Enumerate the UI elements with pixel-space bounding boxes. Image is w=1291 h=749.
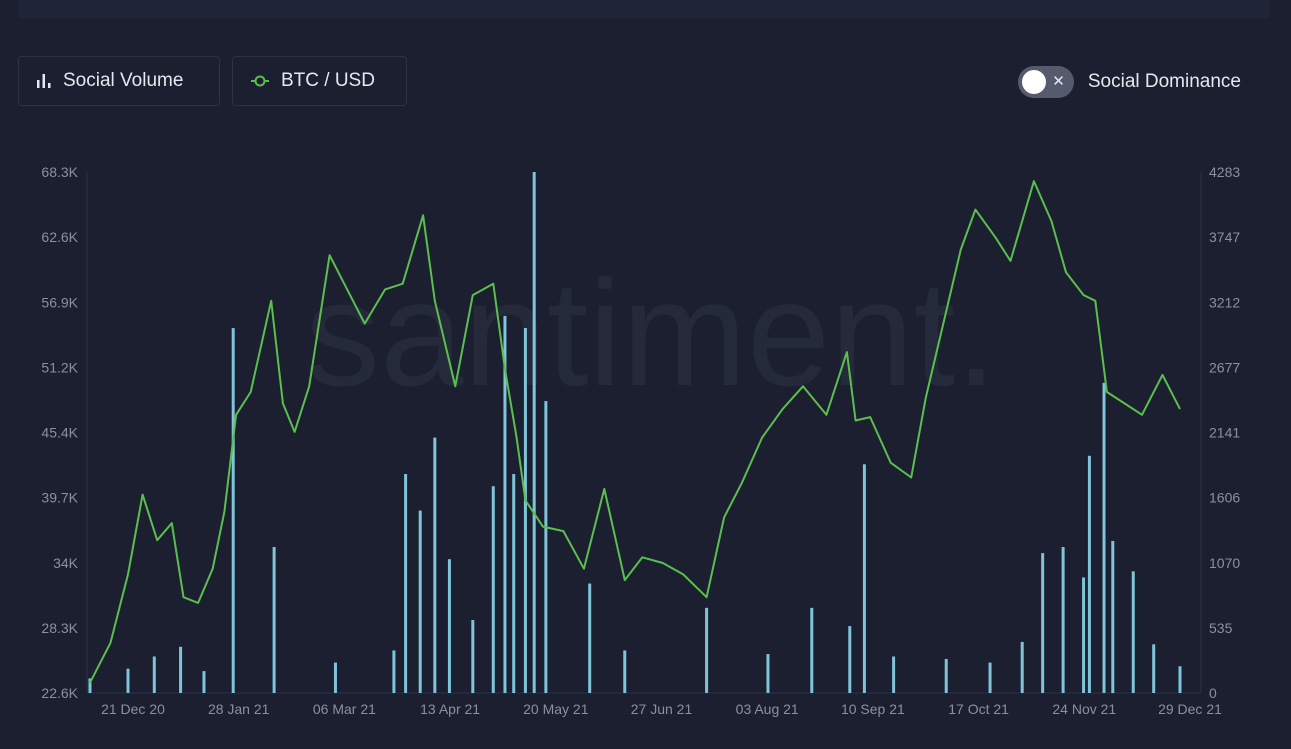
right-tick-label: 2677 xyxy=(1209,359,1240,375)
volume-bar xyxy=(1082,577,1086,693)
close-icon: ✕ xyxy=(1052,73,1065,90)
volume-bar xyxy=(126,668,130,693)
volume-bar xyxy=(1020,641,1024,693)
volume-bar xyxy=(1087,455,1091,693)
x-tick-label: 29 Dec 21 xyxy=(1158,701,1222,717)
toggle-knob xyxy=(1021,70,1046,94)
volume-bar xyxy=(1178,666,1182,693)
volume-bar xyxy=(848,626,852,693)
volume-bar xyxy=(862,464,866,693)
right-tick-label: 1606 xyxy=(1209,490,1240,506)
line-series-icon xyxy=(251,75,269,87)
volume-bar xyxy=(471,620,475,693)
volume-bar xyxy=(88,678,92,693)
right-tick-label: 4283 xyxy=(1209,164,1240,180)
volume-bar xyxy=(523,328,527,693)
volume-bar xyxy=(231,328,235,693)
x-tick-label: 28 Jan 21 xyxy=(208,701,270,717)
volume-bar xyxy=(544,401,548,693)
volume-bar xyxy=(404,474,408,693)
left-tick-label: 45.4K xyxy=(41,425,78,441)
volume-bar xyxy=(491,486,495,693)
right-tick-label: 535 xyxy=(1209,620,1233,636)
left-tick-label: 28.3K xyxy=(41,620,78,636)
volume-bar xyxy=(433,437,437,693)
x-tick-label: 20 May 21 xyxy=(523,701,589,717)
right-axis-ticks: 4283 3747 3212 2677 2141 1606 1070 535 0 xyxy=(1209,164,1240,701)
volume-bar xyxy=(333,662,337,693)
volume-bar xyxy=(588,583,592,693)
volume-bar xyxy=(532,172,536,693)
right-tick-label: 3747 xyxy=(1209,229,1240,245)
volume-bar xyxy=(179,646,183,693)
volume-bar xyxy=(1152,644,1156,693)
x-tick-label: 10 Sep 21 xyxy=(841,701,905,717)
x-tick-label: 24 Nov 21 xyxy=(1052,701,1116,717)
btc-price-series xyxy=(89,180,1181,684)
left-tick-label: 62.6K xyxy=(41,229,78,245)
top-panel-edge xyxy=(18,0,1270,18)
volume-bar xyxy=(1131,571,1135,693)
right-tick-label: 3212 xyxy=(1209,294,1240,310)
social-dominance-label: Social Dominance xyxy=(1087,71,1241,92)
volume-bar xyxy=(944,658,948,693)
volume-bar xyxy=(810,607,814,693)
btc-price-line xyxy=(89,180,1181,684)
left-tick-label: 51.2K xyxy=(41,359,78,375)
volume-bar xyxy=(705,607,709,693)
volume-bar xyxy=(503,315,507,693)
left-tick-label: 39.7K xyxy=(41,490,78,506)
volume-bar xyxy=(447,559,451,693)
volume-bar xyxy=(623,650,627,693)
volume-bar xyxy=(1061,547,1065,693)
volume-bar xyxy=(418,510,422,693)
left-tick-label: 56.9K xyxy=(41,294,78,310)
x-tick-label: 21 Dec 20 xyxy=(101,701,165,717)
social-dominance-toggle[interactable]: ✕ xyxy=(1017,66,1074,98)
volume-bar xyxy=(1111,540,1115,693)
x-axis-ticks: 21 Dec 20 28 Jan 21 06 Mar 21 13 Apr 21 20 M… xyxy=(101,701,1222,717)
volume-bar xyxy=(988,662,992,693)
social-dominance-control: ✕ Social Dominance xyxy=(1017,66,1241,98)
x-tick-label: 03 Aug 21 xyxy=(736,701,799,717)
volume-bar xyxy=(202,671,206,693)
x-tick-label: 17 Oct 21 xyxy=(948,701,1009,717)
volume-bar xyxy=(392,650,396,693)
btc-usd-button[interactable]: BTC / USD xyxy=(232,56,407,106)
btc-usd-label: BTC / USD xyxy=(281,70,375,91)
left-axis-ticks: 68.3K 62.6K 56.9K 51.2K 45.4K 39.7K 34K 28.3K 22… xyxy=(41,164,78,701)
right-tick-label: 0 xyxy=(1209,685,1217,701)
social-volume-label: Social Volume xyxy=(63,70,184,91)
volume-bar xyxy=(512,474,516,693)
volume-bar xyxy=(892,656,896,693)
volume-bar xyxy=(152,656,156,693)
right-tick-label: 2141 xyxy=(1209,425,1240,441)
volume-bar xyxy=(1041,553,1045,693)
x-tick-label: 13 Apr 21 xyxy=(420,701,480,717)
volume-bar xyxy=(1102,382,1106,693)
bar-chart-icon xyxy=(37,74,51,88)
x-tick-label: 27 Jun 21 xyxy=(631,701,693,717)
volume-bar xyxy=(766,654,770,693)
left-tick-label: 34K xyxy=(53,555,79,571)
left-tick-label: 68.3K xyxy=(41,164,78,180)
social-volume-bars xyxy=(88,172,1182,693)
right-tick-label: 1070 xyxy=(1209,555,1240,571)
volume-bar xyxy=(272,547,276,693)
x-tick-label: 06 Mar 21 xyxy=(313,701,376,717)
left-tick-label: 22.6K xyxy=(41,685,78,701)
social-volume-button[interactable]: Social Volume xyxy=(18,56,220,106)
watermark: santiment. xyxy=(305,249,997,417)
